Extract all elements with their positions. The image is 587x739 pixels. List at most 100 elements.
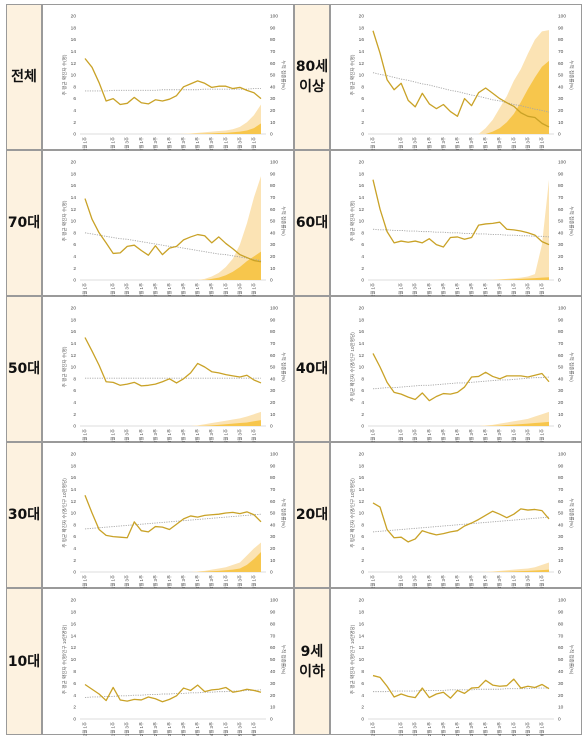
x-tick-label: 1월 3주 (412, 722, 419, 736)
x-tick-label: 1월 1주 (398, 137, 405, 151)
x-tick-label: 3월 1주 (454, 283, 461, 297)
y2-tick-label: 10 (270, 266, 276, 272)
y-tick-label: 18 (71, 463, 77, 469)
y2-tick-label: 10 (270, 558, 276, 564)
y2-tick-label: 0 (270, 132, 273, 138)
x-tick-label: 3월 3주 (468, 575, 475, 589)
x-tick-label: 5월 1주 (510, 137, 517, 151)
x-tick-label: 1월 3주 (124, 137, 131, 151)
x-tick-label: 5월 1주 (510, 429, 517, 443)
x-tick-label: 4월 3주 (208, 722, 215, 736)
weekly-cases-line (372, 502, 550, 543)
y-tick-label: 0 (361, 132, 364, 138)
x-tick-label: 4월 3주 (496, 429, 503, 443)
y-tick-label: 12 (71, 207, 77, 213)
x-tick-label: 2월 1주 (138, 283, 145, 297)
y2-tick-label: 90 (270, 317, 276, 323)
y2-tick-label: 0 (558, 278, 561, 284)
y-tick-label: 8 (361, 230, 364, 236)
y2-tick-label: 90 (270, 463, 276, 469)
x-tick-label: 2월 1주 (426, 137, 433, 151)
x-tick-label: 5월 3주 (524, 137, 531, 151)
x-tick-label: 12월 1주 (370, 575, 377, 589)
y-tick-label: 0 (73, 717, 76, 723)
y-tick-label: 4 (73, 108, 76, 114)
x-tick-label: 6월 1주 (538, 429, 545, 443)
x-tick-label: 5월 3주 (236, 283, 243, 297)
group-label-text: 전체 (11, 69, 37, 85)
y2-tick-label: 60 (558, 61, 564, 67)
group-label: 60대 (294, 150, 330, 296)
x-tick-label: 2월 1주 (138, 137, 145, 151)
y2-axis-label: 누적 접종률(%) (568, 645, 575, 675)
y-tick-label: 16 (71, 183, 77, 189)
vaccine-full-dose-area (85, 551, 261, 572)
y-tick-label: 18 (359, 317, 365, 323)
age-group-chart-grid: 전체 0 2 4 6 8 10 12 14 16 18 20 0 10 20 30 40 50 60 70 80 90 1… (6, 4, 582, 736)
y-tick-label: 0 (361, 424, 364, 430)
y-tick-label: 6 (73, 681, 76, 687)
x-tick-label: 1월 3주 (412, 429, 419, 443)
y-tick-label: 6 (73, 242, 76, 248)
y-tick-label: 14 (359, 49, 365, 55)
y-tick-label: 14 (71, 49, 77, 55)
y2-axis-label: 누적 접종률(%) (280, 60, 287, 90)
y2-tick-label: 10 (558, 120, 564, 126)
y2-axis-label: 누적 접종률(%) (568, 352, 575, 382)
x-tick-label: 6월 1주 (538, 137, 545, 151)
chart-panel: 0 2 4 6 8 10 12 14 16 18 20 0 10 20 30 40 50 60 70 80 90 100 주… (42, 150, 294, 297)
y2-tick-label: 40 (270, 376, 276, 382)
x-tick-label: 3월 3주 (468, 283, 475, 297)
y2-tick-label: 40 (270, 522, 276, 528)
x-tick-label: 12월 1주 (370, 137, 377, 151)
y2-tick-label: 10 (558, 412, 564, 418)
x-tick-label: 1월 1주 (110, 722, 117, 736)
group-label: 30대 (6, 442, 42, 588)
y2-axis-label: 누적 접종률(%) (280, 352, 287, 382)
vaccine-full-dose-area (85, 123, 261, 134)
weekly-cases-line (84, 683, 262, 703)
y2-tick-label: 50 (270, 511, 276, 517)
y2-tick-label: 100 (270, 452, 278, 458)
y-tick-label: 10 (359, 657, 365, 663)
group-label: 50대 (6, 296, 42, 442)
x-tick-label: 1월 1주 (398, 429, 405, 443)
y2-tick-label: 0 (558, 717, 561, 723)
x-tick-label: 3월 3주 (180, 283, 187, 297)
x-tick-label: 1월 3주 (412, 137, 419, 151)
y2-tick-label: 90 (270, 171, 276, 177)
x-tick-label: 4월 3주 (496, 137, 503, 151)
y-tick-label: 2 (361, 266, 364, 272)
x-tick-label: 4월 1주 (194, 137, 201, 151)
group-label-text: 40대 (295, 361, 329, 377)
y2-tick-label: 50 (270, 219, 276, 225)
x-tick-label: 3월 3주 (180, 429, 187, 443)
x-tick-label: 6월 1주 (538, 575, 545, 589)
vaccine-full-dose-area (85, 251, 261, 280)
y-axis-label: 주 평균 확진자 수(명/인구 10만명당) (61, 478, 68, 548)
y2-tick-label: 30 (270, 242, 276, 248)
y-tick-label: 10 (359, 365, 365, 371)
vaccine-first-dose-area (85, 176, 261, 280)
y2-tick-label: 70 (270, 633, 276, 639)
y2-axis-label: 누적 접종률(%) (568, 206, 575, 236)
y-tick-label: 18 (71, 25, 77, 31)
y2-tick-label: 20 (270, 400, 276, 406)
y2-tick-label: 10 (558, 266, 564, 272)
x-tick-label: 3월 3주 (180, 575, 187, 589)
x-tick-label: 5월 1주 (222, 722, 229, 736)
y2-tick-label: 60 (270, 499, 276, 505)
x-tick-label: 4월 3주 (208, 283, 215, 297)
x-tick-label: 4월 1주 (482, 137, 489, 151)
x-tick-label: 5월 1주 (222, 429, 229, 443)
x-tick-label: 3월 3주 (468, 722, 475, 736)
x-tick-label: 5월 3주 (236, 722, 243, 736)
x-tick-label: 2월 3주 (440, 283, 447, 297)
weekly-cases-line (372, 353, 550, 402)
x-tick-label: 4월 3주 (208, 575, 215, 589)
x-tick-label: 12월 1주 (82, 283, 89, 297)
vaccine-first-dose-area (85, 104, 261, 134)
y-tick-label: 2 (73, 266, 76, 272)
y2-tick-label: 30 (270, 681, 276, 687)
x-tick-label: 6월 1주 (250, 429, 257, 443)
